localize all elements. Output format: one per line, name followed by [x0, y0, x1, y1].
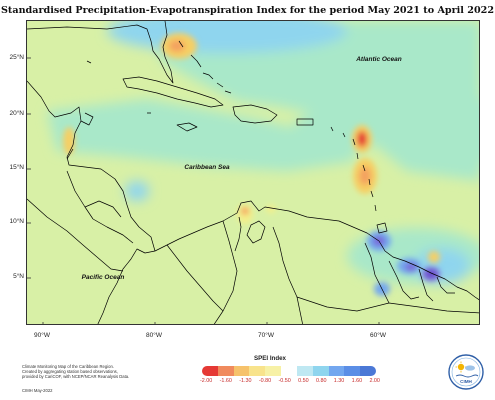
legend-tick-label: 2.00 [369, 378, 380, 384]
caribbean-wet-region [47, 99, 357, 171]
legend-swatch [296, 366, 313, 376]
legend-swatch [360, 366, 376, 376]
lat-label-20n: 20°N [9, 110, 24, 117]
legend-tick-label: 0.80 [315, 378, 327, 384]
lat-label-15n: 15°N [9, 164, 24, 171]
legend-swatch [202, 366, 218, 376]
legend-title: SPEI Index [254, 355, 286, 362]
legend-swatch [281, 366, 297, 376]
lat-label-5n: 5°N [13, 273, 24, 280]
spei-map: Atlantic Ocean Caribbean Sea Pacific Oce… [26, 20, 480, 325]
map-footnote: Climate Monitoring Map of the Caribbean … [22, 364, 172, 393]
legend-tick-label: -1.30 [239, 378, 252, 384]
caribbean-sea-label: Caribbean Sea [184, 164, 230, 171]
logo-text: CIMH [460, 379, 472, 384]
footnote-copyright: CIMH May-2022 [22, 387, 53, 393]
legend-tick-label: -0.80 [258, 378, 272, 384]
lon-label-70w: 70°W [258, 332, 274, 339]
lon-label-80w: 80°W [146, 332, 162, 339]
legend-swatch [328, 366, 345, 376]
footnote-line: provided by CariCOF, with NCEP/NCAR Rean… [22, 374, 130, 380]
land-outlines [27, 21, 479, 324]
legend-tick-label: 0.50 [298, 378, 309, 384]
legend-ticks: -2.00 -1.60 -1.30 -0.80 -0.50 0.50 0.80 1.30 1.6… [200, 378, 380, 384]
legend-swatch [344, 366, 361, 376]
dry-spot-belize [63, 127, 75, 155]
legend-swatch [312, 366, 329, 376]
lat-label-25n: 25°N [9, 54, 24, 61]
footnote-line: Climate Monitoring Map of the Caribbean … [22, 364, 114, 369]
legend-swatch [217, 366, 234, 376]
legend-swatch [249, 366, 266, 376]
legend-tick-label: 1.30 [333, 378, 345, 384]
map-title: Standardised Precipitation-Evapotranspir… [1, 5, 494, 16]
atlantic-wet-region [147, 21, 479, 181]
footnote-line: Created by aggregating station based obs… [22, 369, 118, 375]
pacific-ocean-label: Pacific Ocean [82, 274, 125, 281]
legend-tick-label: 1.60 [351, 378, 363, 384]
legend-tick-label: -0.50 [278, 378, 291, 384]
legend-swatch [233, 366, 250, 376]
lon-label-90w: 90°W [34, 332, 50, 339]
atlantic-ocean-label: Atlantic Ocean [355, 56, 402, 63]
lat-label-10n: 10°N [9, 218, 24, 225]
legend-tick-label: -2.00 [200, 378, 213, 384]
legend-swatch [265, 366, 282, 376]
legend-color-bar [202, 366, 376, 376]
cimh-sun-logo-icon: CIMH [448, 354, 484, 390]
legend-tick-label: -1.60 [219, 378, 232, 384]
lon-label-60w: 60°W [370, 332, 386, 339]
